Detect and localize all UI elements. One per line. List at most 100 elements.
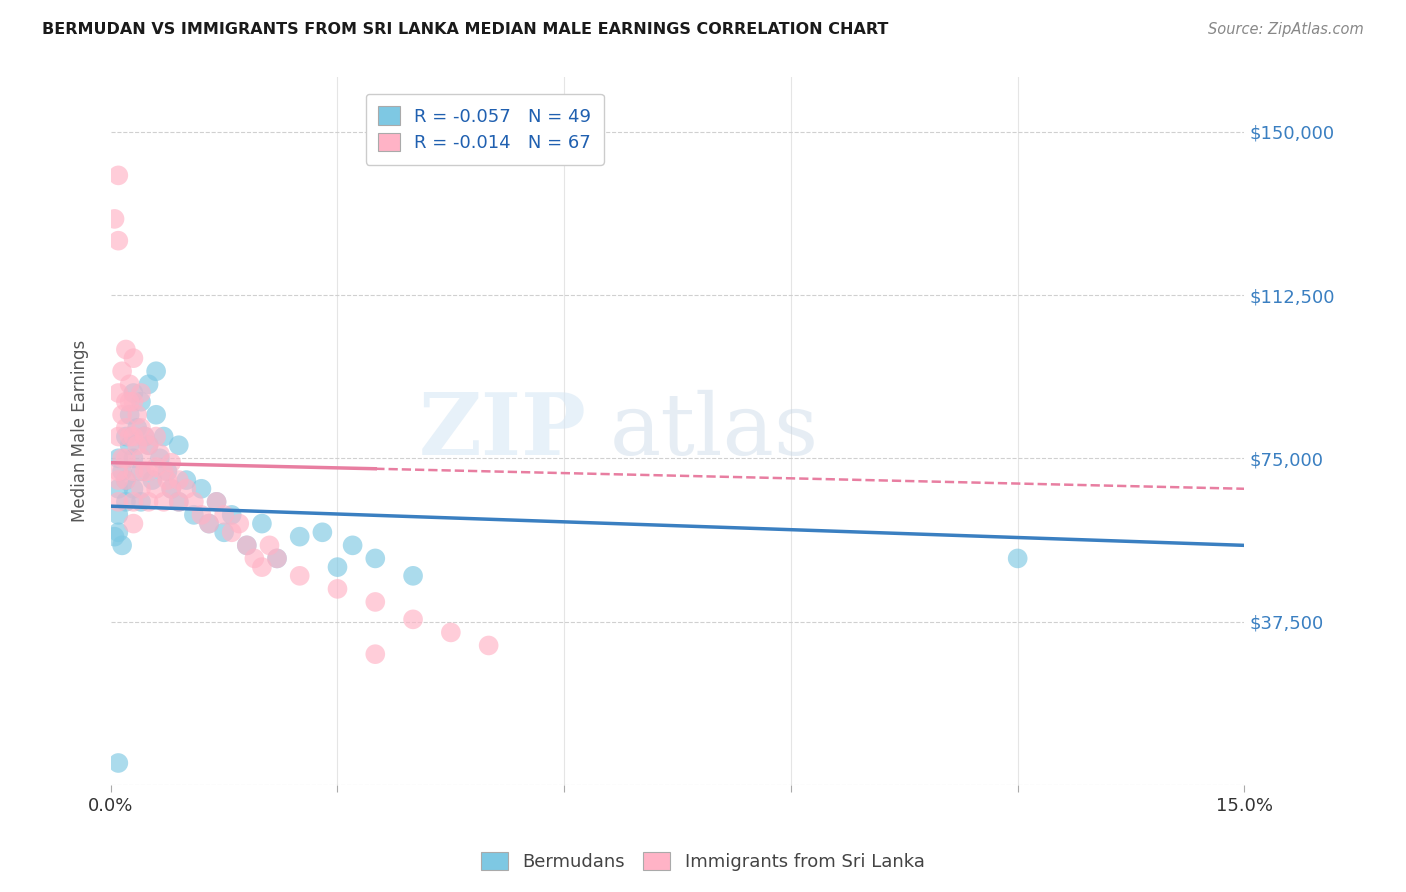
Y-axis label: Median Male Earnings: Median Male Earnings: [72, 340, 89, 522]
Point: [107, 451, 129, 466]
Point: [107, 169, 129, 183]
Point: [129, 394, 152, 409]
Point: [167, 495, 190, 509]
Point: [152, 429, 174, 443]
Point: [115, 495, 138, 509]
Point: [259, 538, 281, 552]
Point: [364, 647, 387, 661]
Point: [212, 525, 235, 540]
Point: [326, 560, 349, 574]
Point: [111, 408, 134, 422]
Point: [115, 343, 138, 357]
Point: [236, 538, 259, 552]
Point: [122, 351, 145, 366]
Point: [342, 538, 364, 552]
Point: [212, 508, 235, 522]
Point: [111, 364, 134, 378]
Point: [1007, 551, 1029, 566]
Point: [176, 473, 198, 487]
Point: [198, 516, 221, 531]
Point: [127, 421, 149, 435]
Point: [115, 473, 138, 487]
Point: [107, 495, 129, 509]
Point: [145, 408, 167, 422]
Point: [118, 429, 141, 443]
Point: [311, 525, 333, 540]
Point: [190, 482, 212, 496]
Point: [129, 421, 152, 435]
Point: [107, 482, 129, 496]
Point: [107, 756, 129, 770]
Point: [364, 595, 387, 609]
Point: [288, 569, 311, 583]
Point: [145, 429, 167, 443]
Point: [176, 482, 198, 496]
Point: [221, 508, 243, 522]
Point: [103, 211, 125, 226]
Text: BERMUDAN VS IMMIGRANTS FROM SRI LANKA MEDIAN MALE EARNINGS CORRELATION CHART: BERMUDAN VS IMMIGRANTS FROM SRI LANKA ME…: [42, 22, 889, 37]
Point: [221, 525, 243, 540]
Point: [250, 516, 273, 531]
Point: [205, 495, 228, 509]
Point: [156, 464, 179, 478]
Point: [111, 464, 134, 478]
Point: [107, 234, 129, 248]
Point: [160, 456, 183, 470]
Text: atlas: atlas: [610, 390, 818, 473]
Point: [205, 495, 228, 509]
Point: [122, 386, 145, 401]
Point: [122, 495, 145, 509]
Point: [122, 394, 145, 409]
Point: [134, 429, 156, 443]
Point: [167, 438, 190, 452]
Point: [103, 530, 125, 544]
Point: [145, 364, 167, 378]
Point: [134, 429, 156, 443]
Point: [152, 495, 174, 509]
Point: [107, 508, 129, 522]
Point: [115, 473, 138, 487]
Point: [118, 377, 141, 392]
Point: [243, 551, 266, 566]
Point: [183, 495, 205, 509]
Point: [129, 495, 152, 509]
Point: [107, 464, 129, 478]
Point: [198, 516, 221, 531]
Point: [118, 408, 141, 422]
Point: [138, 438, 160, 452]
Point: [156, 473, 179, 487]
Point: [266, 551, 288, 566]
Point: [145, 460, 167, 475]
Point: [145, 482, 167, 496]
Point: [122, 429, 145, 443]
Point: [107, 429, 129, 443]
Point: [115, 394, 138, 409]
Point: [129, 386, 152, 401]
Point: [115, 421, 138, 435]
Point: [107, 525, 129, 540]
Point: [478, 639, 501, 653]
Point: [190, 508, 212, 522]
Point: [138, 377, 160, 392]
Point: [250, 560, 273, 574]
Point: [364, 551, 387, 566]
Legend: R = -0.057   N = 49, R = -0.014   N = 67: R = -0.057 N = 49, R = -0.014 N = 67: [366, 94, 605, 165]
Legend: Bermudans, Immigrants from Sri Lanka: Bermudans, Immigrants from Sri Lanka: [474, 845, 932, 879]
Point: [118, 438, 141, 452]
Point: [138, 464, 160, 478]
Point: [134, 464, 156, 478]
Point: [127, 408, 149, 422]
Point: [107, 386, 129, 401]
Point: [266, 551, 288, 566]
Point: [440, 625, 463, 640]
Point: [129, 482, 152, 496]
Text: Source: ZipAtlas.com: Source: ZipAtlas.com: [1208, 22, 1364, 37]
Point: [236, 538, 259, 552]
Point: [138, 495, 160, 509]
Point: [122, 516, 145, 531]
Point: [167, 473, 190, 487]
Point: [129, 451, 152, 466]
Point: [228, 516, 250, 531]
Point: [111, 451, 134, 466]
Point: [402, 569, 425, 583]
